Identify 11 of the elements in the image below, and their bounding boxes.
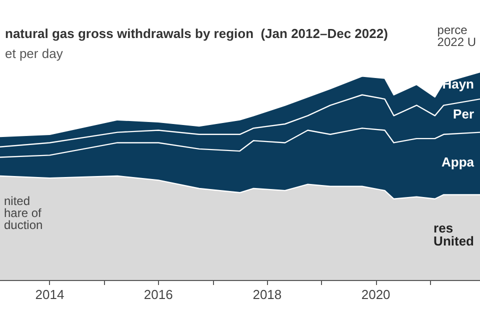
annotation: nited hare of duction: [4, 194, 43, 232]
chart-title: natural gas gross withdrawals by region (Jan 2012–Dec 2022): [5, 26, 388, 41]
text: perce 2022 U: [437, 23, 476, 49]
x-tick-label: 2014: [35, 287, 64, 302]
chart-subtitle: et per day: [5, 46, 64, 61]
x-tick-label: 2020: [361, 287, 390, 302]
series-label: res United: [434, 220, 474, 248]
x-tick-label: 2016: [144, 287, 173, 302]
x-tick-label: 2018: [252, 287, 282, 302]
series-label: Appa: [442, 154, 475, 170]
series-label: Per: [453, 106, 474, 122]
